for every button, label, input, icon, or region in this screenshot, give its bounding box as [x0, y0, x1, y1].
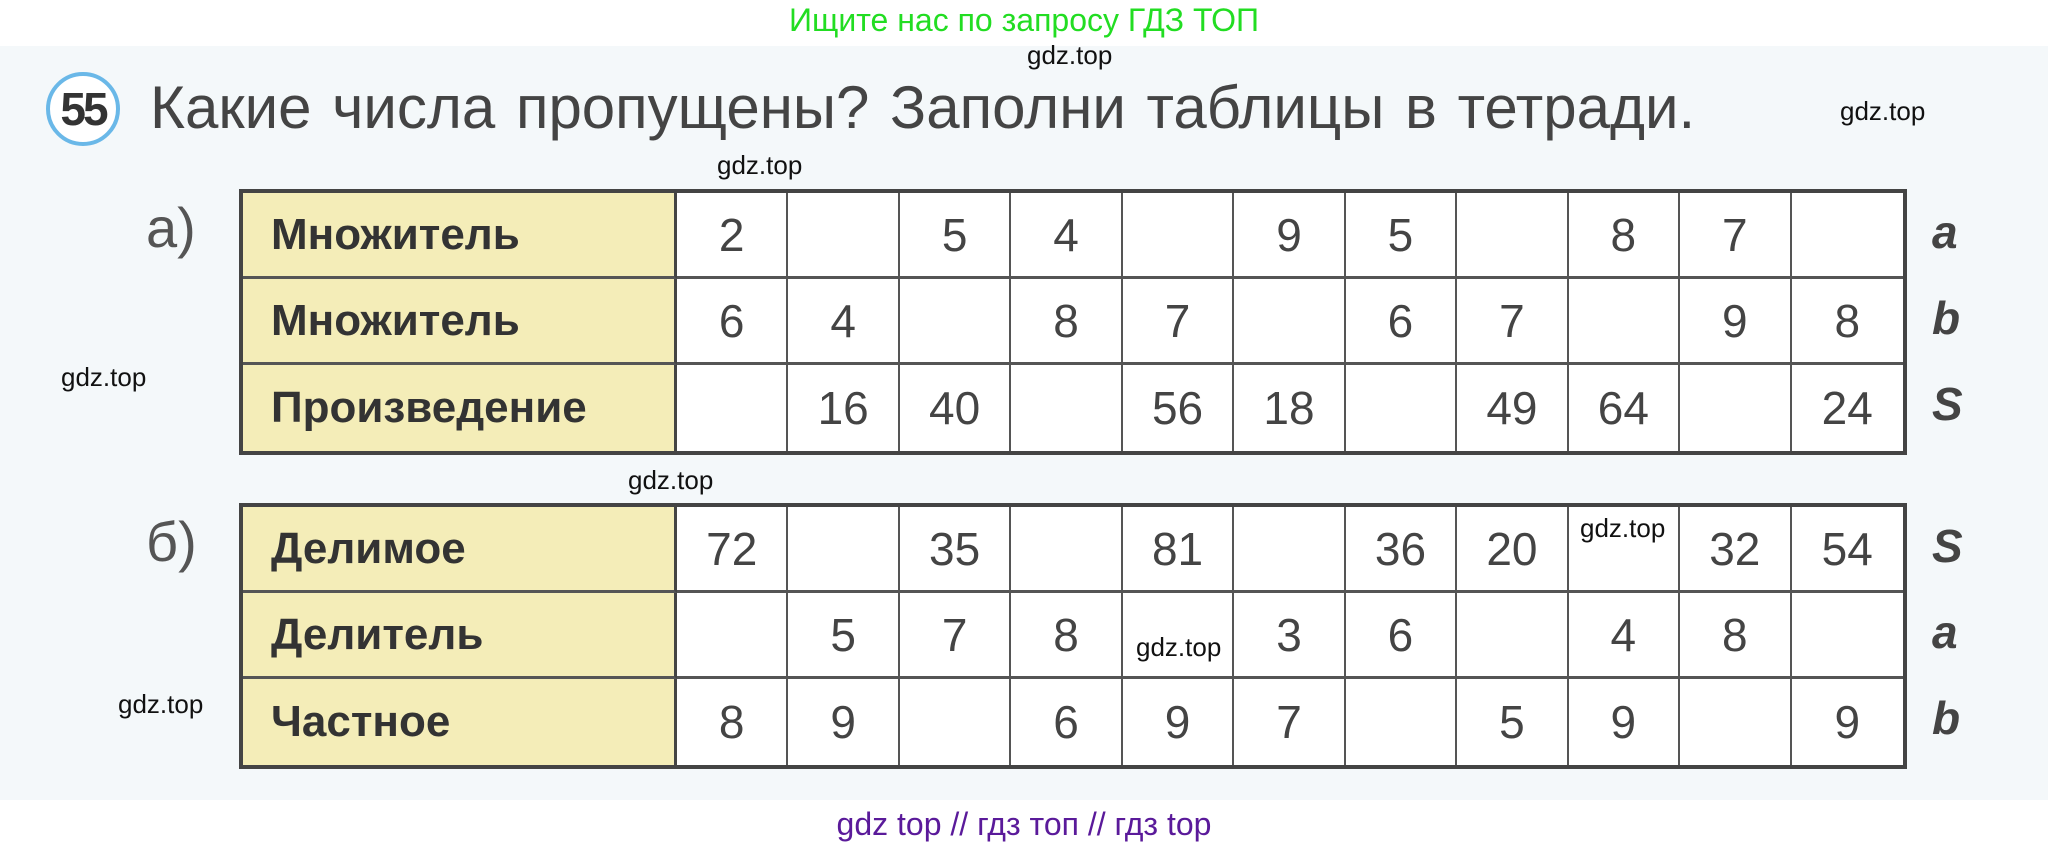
table-cell: 9 — [1569, 679, 1681, 765]
table-cell: 4 — [1011, 193, 1123, 279]
table-cell: 40 — [900, 365, 1012, 451]
table-cell — [677, 365, 789, 451]
row-variable-letter: a — [1932, 606, 1958, 658]
row-header: Делитель — [243, 593, 677, 679]
row-header: Произведение — [243, 365, 677, 451]
watermark: gdz.top — [118, 689, 204, 719]
table-cell — [788, 193, 900, 279]
table-cell — [1680, 365, 1792, 451]
table-cell: 64 — [1569, 365, 1681, 451]
table-cell: 32 — [1680, 507, 1792, 593]
row-variable-letter: b — [1932, 692, 1961, 744]
table-cell — [900, 679, 1012, 765]
table-cell: 3 — [1234, 593, 1346, 679]
table-b-label: б) — [146, 510, 197, 573]
table-cell — [1457, 593, 1569, 679]
watermark: gdz.top — [1840, 96, 1926, 126]
watermark: gdz.top — [1580, 513, 1666, 543]
table-cell — [1568, 507, 1681, 593]
table-cell: 35 — [899, 507, 1012, 593]
watermark: gdz.top — [717, 150, 803, 180]
table-cell — [677, 593, 789, 679]
table-cell: 5 — [1345, 193, 1458, 279]
table-cell: 8 — [1791, 279, 1903, 365]
table-cell: 8 — [1011, 279, 1123, 365]
row-header: Множитель — [243, 193, 677, 279]
row-variable-letter: a — [1932, 206, 1958, 258]
row-variable-letter: S — [1932, 378, 1963, 430]
table-a-label: а) — [146, 196, 196, 259]
table-cell: 6 — [1345, 279, 1458, 365]
table-cell: 49 — [1457, 365, 1569, 451]
table-cell — [1234, 279, 1346, 365]
watermark: gdz.top — [628, 465, 714, 495]
table-cell: 6 — [677, 279, 789, 365]
table-cell: 18 — [1234, 365, 1346, 451]
table-cell — [1122, 593, 1235, 679]
table-cell — [788, 507, 900, 593]
table-cell — [1346, 365, 1458, 451]
table-cell — [1122, 193, 1235, 279]
table-cell: 20 — [1457, 507, 1569, 593]
table-cell: 9 — [1834, 696, 1861, 748]
row-variable-letter: S — [1932, 520, 1963, 572]
table-cell: 7 — [1457, 279, 1569, 365]
table-cell: 9 — [1234, 193, 1346, 279]
table-cell — [1791, 193, 1903, 279]
table-cell — [1680, 679, 1792, 765]
table-cell: 7 — [1122, 279, 1235, 365]
table-cell — [899, 279, 1012, 365]
row-header: Делимое — [243, 507, 677, 593]
table-cell — [1011, 365, 1123, 451]
top-banner: Ищите нас по запросу ГДЗ ТОП — [789, 2, 1259, 38]
table-cell: 72 — [677, 507, 789, 593]
table-cell: 6 — [1011, 679, 1123, 765]
watermark: gdz.top — [1027, 40, 1113, 70]
table-cell: 36 — [1345, 507, 1458, 593]
table-cell — [1457, 193, 1569, 279]
table-cell: 16 — [788, 365, 900, 451]
table-cell — [1011, 507, 1123, 593]
table-cell — [1234, 507, 1346, 593]
table-cell: 56 — [1123, 365, 1235, 451]
table-cell — [1346, 679, 1458, 765]
table-cell: 81 — [1122, 507, 1235, 593]
table-cell: 8 — [1568, 193, 1681, 279]
exercise-number-badge: 55 — [46, 72, 120, 146]
table-cell: 5 — [788, 593, 900, 679]
bottom-banner: gdz top // гдз топ // гдз top — [836, 806, 1212, 842]
exercise-title: Какие числа пропущены? Заполни таблицы в… — [150, 74, 1696, 141]
table-cell: 7 — [899, 593, 1012, 679]
table-b: Делимое 72 35 81 36 20 32 54 Делитель 5 7 8 3 6 4 8 Част… — [239, 503, 1907, 769]
table-cell — [1791, 593, 1903, 679]
table-cell: 54 — [1791, 507, 1903, 593]
table-cell: 2 — [677, 193, 789, 279]
table-cell: 24 — [1821, 382, 1873, 434]
table-cell: 9 — [1680, 279, 1792, 365]
row-header: Частное — [243, 679, 677, 765]
table-cell: 8 — [1011, 593, 1123, 679]
table-cell: 9 — [1123, 679, 1235, 765]
table-cell: 5 — [899, 193, 1012, 279]
table-cell: 5 — [1457, 679, 1569, 765]
table-cell — [1568, 279, 1681, 365]
table-a: Множитель 2 5 4 9 5 8 7 Множитель 6 4 8 7 6 7 9 8 Произве… — [239, 189, 1907, 455]
watermark: gdz.top — [61, 362, 147, 392]
table-cell: 6 — [1345, 593, 1458, 679]
table-cell: 8 — [677, 679, 789, 765]
table-cell: 7 — [1234, 679, 1346, 765]
watermark: gdz.top — [1136, 632, 1222, 662]
table-cell: 4 — [1568, 593, 1681, 679]
row-header: Множитель — [243, 279, 677, 365]
table-cell: 8 — [1680, 593, 1792, 679]
table-cell: 9 — [788, 679, 900, 765]
table-cell: 7 — [1680, 193, 1792, 279]
row-variable-letter: b — [1932, 292, 1961, 344]
table-cell: 4 — [788, 279, 900, 365]
